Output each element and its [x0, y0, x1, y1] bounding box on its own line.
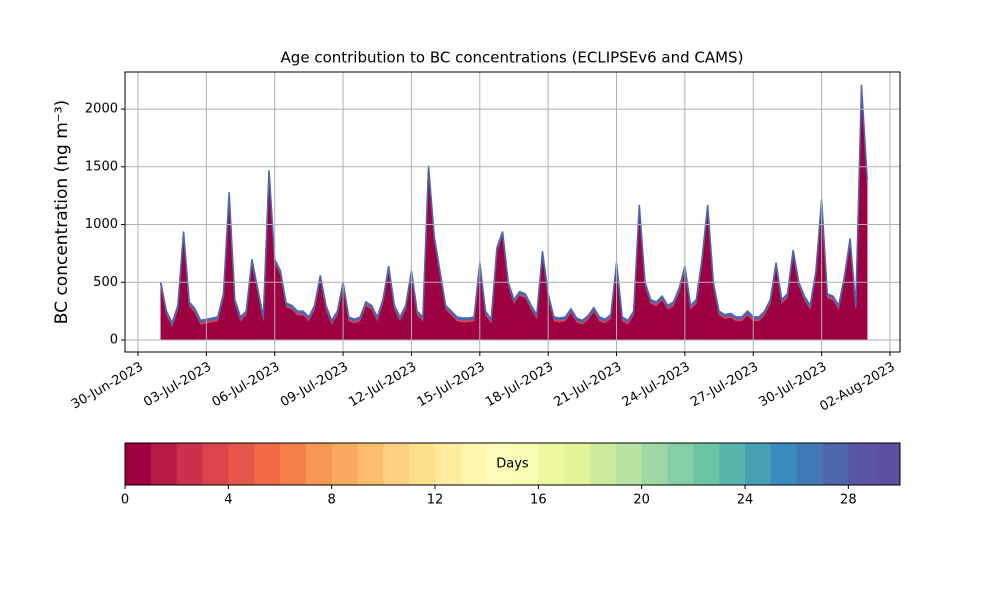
- colorbar-cell: [822, 443, 849, 485]
- chart-title: Age contribution to BC concentrations (E…: [281, 49, 744, 67]
- colorbar-cell: [435, 443, 462, 485]
- colorbar-cell: [125, 443, 152, 485]
- colorbar-tick-label: 20: [633, 493, 650, 508]
- colorbar-cell: [667, 443, 694, 485]
- y-axis-label: BC concentration (ng m⁻³): [52, 100, 72, 324]
- x-tick-label: 06-Jul-2023: [210, 360, 283, 411]
- colorbar-tick-label: 16: [530, 493, 547, 508]
- colorbar-cell: [719, 443, 746, 485]
- colorbar-cell: [486, 443, 513, 485]
- colorbar-cell: [770, 443, 798, 485]
- x-tick-label: 24-Jul-2023: [620, 360, 693, 411]
- colorbar-tick-label: 0: [121, 493, 129, 508]
- colorbar-tick-label: 24: [737, 493, 754, 508]
- colorbar-cell: [512, 443, 539, 485]
- y-tick-label: 2000: [85, 102, 118, 117]
- x-tick-label: 12-Jul-2023: [346, 360, 419, 411]
- y-tick-label: 1000: [85, 217, 118, 232]
- colorbar-cell: [383, 443, 410, 485]
- colorbar-tick-label: 12: [427, 493, 444, 508]
- colorbar-cell: [538, 443, 565, 485]
- colorbar-cell: [641, 443, 668, 485]
- colorbar-cell: [745, 443, 772, 485]
- colorbar-label: Days: [496, 457, 529, 472]
- colorbar-cell: [615, 443, 643, 485]
- y-tick-label: 1500: [85, 159, 118, 174]
- colorbar-tick-label: 8: [328, 493, 336, 508]
- plot-frame: [124, 71, 901, 353]
- colorbar-cell: [848, 443, 875, 485]
- colorbar-tick-label: 4: [224, 493, 232, 508]
- colorbar-cell: [254, 443, 281, 485]
- y-tick-label: 0: [110, 332, 118, 347]
- colorbar-cell: [564, 443, 591, 485]
- x-tick-label: 18-Jul-2023: [483, 360, 556, 411]
- x-tick-label: 21-Jul-2023: [551, 360, 624, 411]
- colorbar-cell: [409, 443, 436, 485]
- x-tick-label: 03-Jul-2023: [141, 360, 214, 411]
- y-tick-label: 500: [93, 275, 118, 290]
- area: [160, 84, 868, 327]
- colorbar-cell: [331, 443, 358, 485]
- colorbar-frame: [124, 442, 901, 486]
- colorbar-cell: [796, 443, 823, 485]
- colorbar-cell: [874, 443, 901, 485]
- colorbar-cell: [693, 443, 720, 485]
- x-tick-label: 27-Jul-2023: [688, 360, 761, 411]
- colorbar-cell: [357, 443, 384, 485]
- colorbar-cell: [150, 443, 178, 485]
- colorbar-cell: [305, 443, 333, 485]
- colorbar-cell: [590, 443, 617, 485]
- x-tick-label: 15-Jul-2023: [415, 360, 488, 411]
- colorbar-cell: [176, 443, 203, 485]
- x-tick-label: 09-Jul-2023: [278, 360, 351, 411]
- colorbar-cell: [280, 443, 307, 485]
- colorbar-tick-label: 28: [840, 493, 857, 508]
- colorbar-cell: [228, 443, 255, 485]
- x-tick-label: 02-Aug-2023: [817, 360, 897, 415]
- colorbar-cell: [460, 443, 488, 485]
- colorbar-cell: [202, 443, 229, 485]
- x-tick-label: 30-Jun-2023: [69, 360, 146, 413]
